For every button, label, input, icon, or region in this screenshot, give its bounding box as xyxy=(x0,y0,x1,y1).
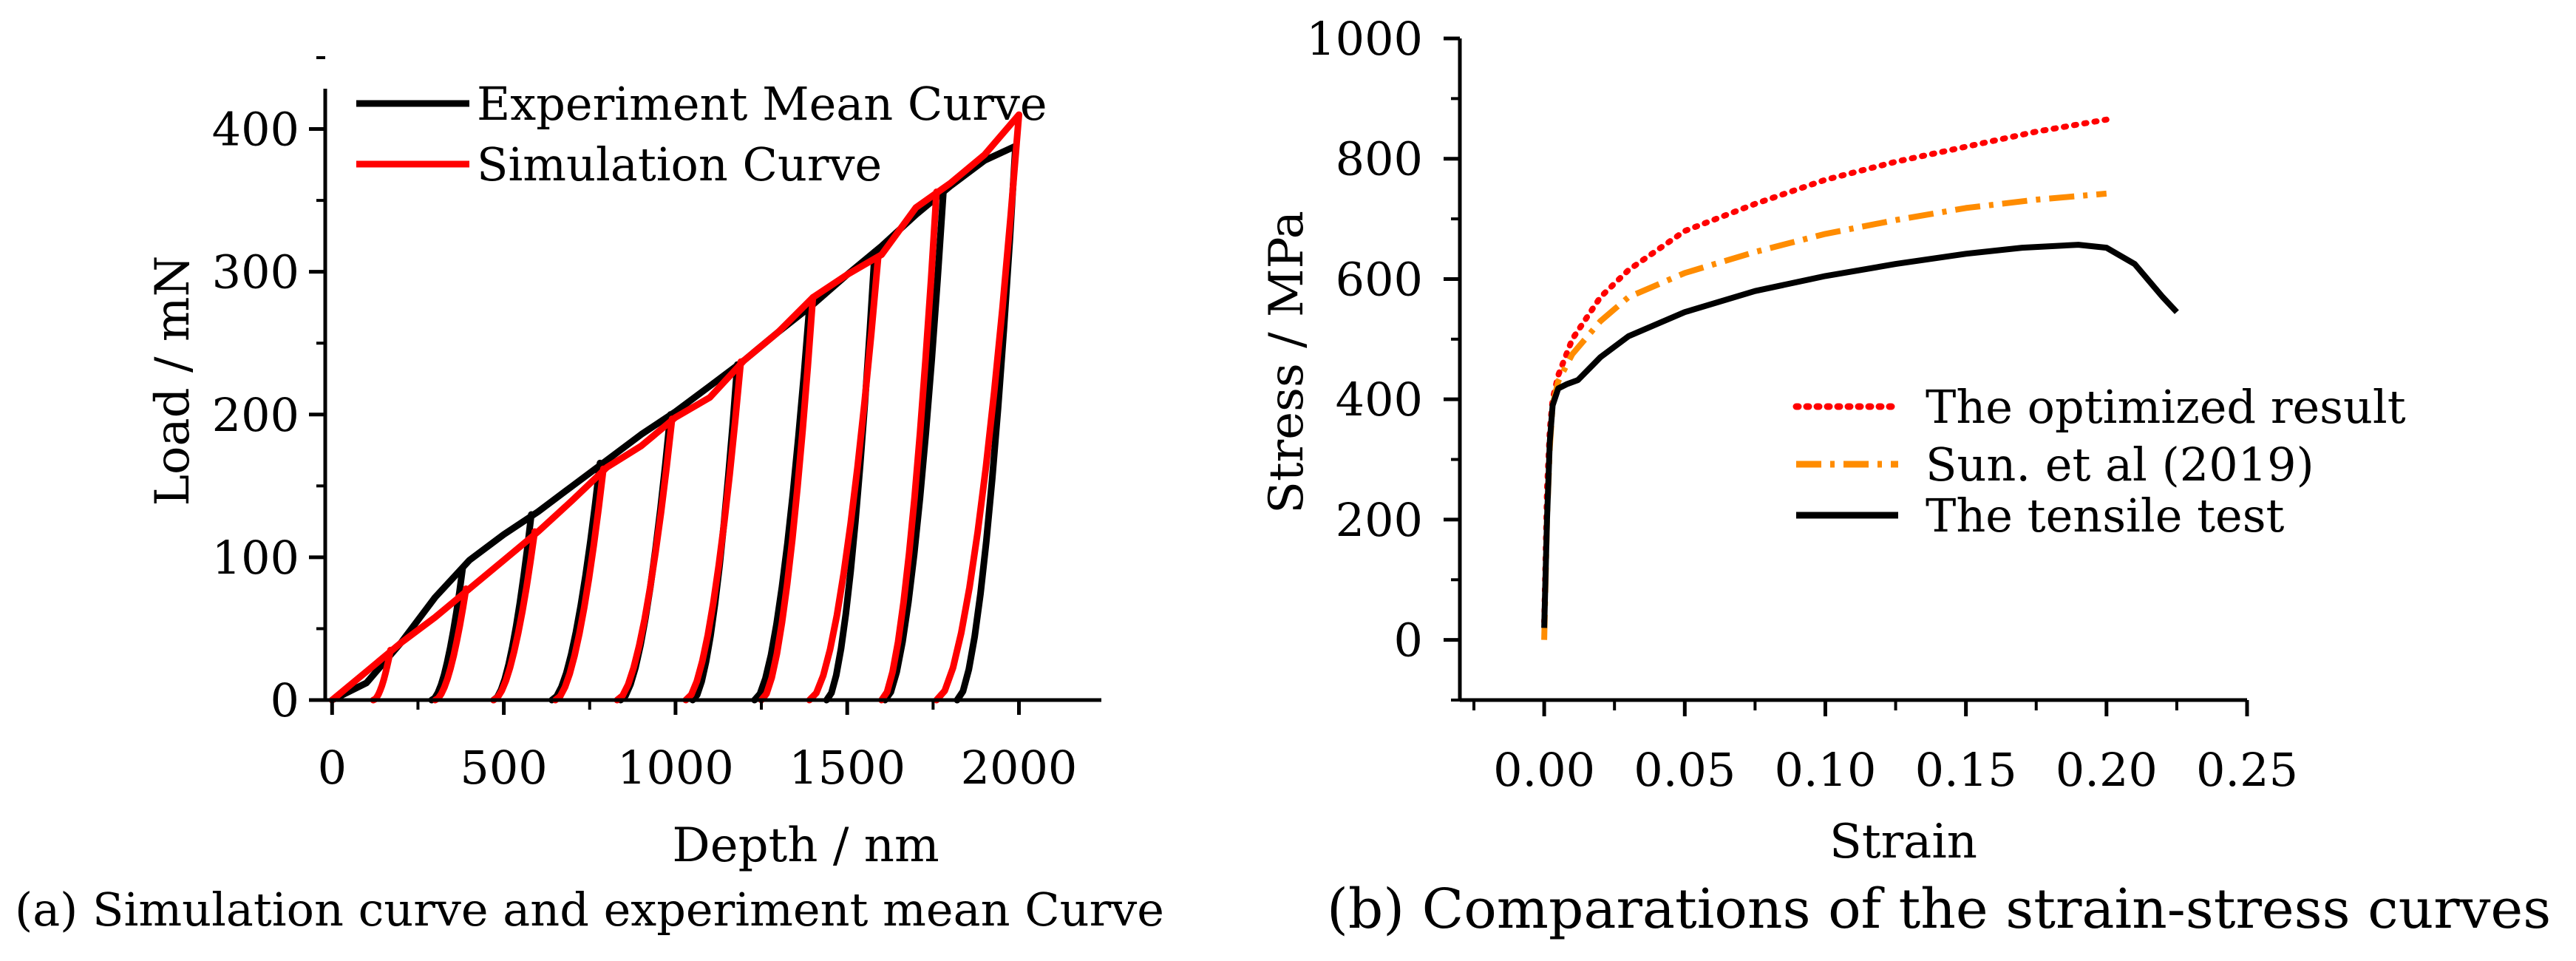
chart-a-x-tick-label-3: 1500 xyxy=(789,741,905,795)
simulation-unloading-4 xyxy=(551,465,607,704)
simulation-unloading-10 xyxy=(933,111,1022,704)
legend-label-tensile: The tensile test xyxy=(1926,489,2285,543)
experiment-unloading-6 xyxy=(751,302,813,704)
simulation-unloading-8 xyxy=(806,254,882,704)
legend-label-experiment: Experiment Mean Curve xyxy=(477,77,1047,131)
chart-b-legend: The optimized result Sun. et al (2019) T… xyxy=(1792,380,2406,543)
chart-a-x-tick-label-0: 0 xyxy=(318,741,347,795)
chart-a-y-tick-label-4: 400 xyxy=(212,103,299,157)
simulation-unloading-6 xyxy=(682,358,744,704)
experiment-unloading-8 xyxy=(881,189,947,704)
chart-a-y-tick-label-3: 300 xyxy=(212,245,299,299)
chart-b-x-tick-label-0: 0.00 xyxy=(1493,743,1595,797)
simulation-unloading-3 xyxy=(490,528,538,704)
caption-b: (b) Comparations of the strain-stress cu… xyxy=(1327,877,2551,941)
chart-a-x-tick-label-4: 2000 xyxy=(961,741,1078,795)
chart-a-x-axis-title: Depth / nm xyxy=(672,818,939,873)
chart-a: 0 500 1000 1500 2000 0 100 200 300 400 Depth / nm… xyxy=(15,56,1164,937)
chart-b-ticks: 0.00 0.05 0.10 0.15 0.20 0.25 0 200 400 600 800 100… xyxy=(1306,12,2298,797)
chart-a-y-tick-label-1: 100 xyxy=(212,531,299,585)
chart-b-y-tick-label-2: 400 xyxy=(1336,373,1423,427)
chart-a-y-tick-label-2: 200 xyxy=(212,388,299,442)
chart-a-ticks: 0 500 1000 1500 2000 0 100 200 300 400 xyxy=(212,56,1078,795)
chart-b-y-axis-title: Stress / MPa xyxy=(1260,211,1314,514)
legend-label-optimized: The optimized result xyxy=(1926,380,2406,434)
chart-b-x-axis-title: Strain xyxy=(1829,815,1977,869)
simulation-unloading-1 xyxy=(370,646,394,704)
experiment-unloading-5 xyxy=(689,361,741,704)
chart-b-x-tick-label-3: 0.15 xyxy=(1915,743,2017,797)
simulation-unloading-5 xyxy=(614,415,676,704)
chart-a-x-tick-label-2: 1000 xyxy=(617,741,734,795)
chart-a-legend: Experiment Mean Curve Simulation Curve xyxy=(356,77,1047,191)
chart-a-x-tick-label-1: 500 xyxy=(460,741,547,795)
chart-b-y-tick-label-0: 0 xyxy=(1394,614,1423,668)
chart-b-y-tick-label-5: 1000 xyxy=(1306,12,1423,66)
chart-a-y-axis-title: Load / mN xyxy=(146,255,200,506)
chart-b-y-tick-label-1: 200 xyxy=(1336,493,1423,547)
simulation-unloading-9 xyxy=(878,189,940,704)
chart-b-x-tick-label-2: 0.10 xyxy=(1774,743,1876,797)
simulation-unloading-2 xyxy=(432,585,469,704)
legend-label-sun: Sun. et al (2019) xyxy=(1926,438,2314,492)
legend-label-simulation: Simulation Curve xyxy=(477,137,882,191)
simulation-unloading-7 xyxy=(758,293,817,704)
simulation-loading-line xyxy=(328,111,1022,704)
chart-b-y-tick-label-4: 800 xyxy=(1336,132,1423,186)
chart-b: 0.00 0.05 0.10 0.15 0.20 0.25 0 200 400 600 800 100… xyxy=(1260,12,2551,941)
chart-b-x-tick-label-5: 0.25 xyxy=(2196,743,2298,797)
chart-b-x-tick-label-1: 0.05 xyxy=(1634,743,1736,797)
tensile-line xyxy=(1541,242,2179,628)
chart-b-x-tick-label-4: 0.20 xyxy=(2056,743,2158,797)
chart-b-marks xyxy=(1541,116,2179,640)
chart-b-y-tick-label-3: 600 xyxy=(1336,252,1423,306)
caption-a: (a) Simulation curve and experiment mean… xyxy=(15,883,1164,937)
chart-a-marks xyxy=(328,111,1022,704)
chart-a-y-tick-label-0: 0 xyxy=(271,673,299,727)
optimized-line xyxy=(1541,116,2110,625)
